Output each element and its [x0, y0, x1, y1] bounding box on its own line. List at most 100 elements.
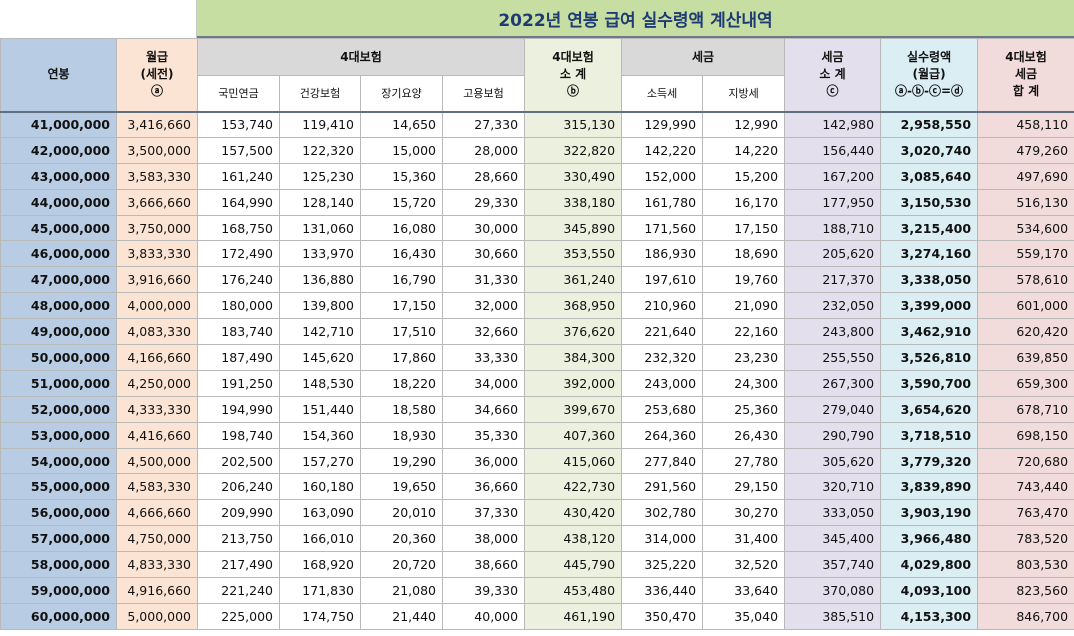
monthly-salary-cell[interactable]: 4,416,660	[116, 421, 198, 449]
health-cell[interactable]: 160,180	[279, 473, 361, 501]
employment-cell[interactable]: 27,330	[441, 111, 526, 138]
tax-subtotal-cell[interactable]: 279,040	[784, 395, 882, 423]
health-cell[interactable]: 139,800	[279, 292, 361, 320]
income-tax-cell[interactable]: 142,220	[621, 136, 704, 164]
tax-subtotal-cell[interactable]: 320,710	[784, 473, 882, 501]
annual-salary-cell[interactable]: 41,000,000	[0, 111, 117, 138]
local-tax-cell[interactable]: 21,090	[702, 292, 786, 320]
local-tax-cell[interactable]: 14,220	[702, 136, 786, 164]
annual-salary-cell[interactable]: 43,000,000	[0, 162, 117, 190]
pension-cell[interactable]: 221,240	[197, 577, 280, 604]
longterm-care-cell[interactable]: 15,360	[360, 162, 443, 190]
annual-salary-cell[interactable]: 52,000,000	[0, 395, 117, 423]
pension-cell[interactable]: 202,500	[197, 447, 280, 475]
income-tax-cell[interactable]: 161,780	[621, 188, 704, 216]
tax-subtotal-cell[interactable]: 217,370	[784, 266, 882, 294]
pension-cell[interactable]: 157,500	[197, 136, 280, 164]
total-deduction-cell[interactable]: 720,680	[977, 447, 1074, 475]
employment-cell[interactable]: 29,330	[441, 188, 526, 216]
local-tax-cell[interactable]: 29,150	[702, 473, 786, 501]
tax-subtotal-cell[interactable]: 232,050	[784, 292, 882, 320]
health-cell[interactable]: 142,710	[279, 318, 361, 346]
header-total-deduction[interactable]: 4대보험 세금 합 계	[977, 38, 1074, 112]
income-tax-cell[interactable]: 325,220	[621, 551, 704, 579]
insurance-subtotal-cell[interactable]: 330,490	[524, 162, 623, 190]
pension-cell[interactable]: 194,990	[197, 395, 280, 423]
header-monthly[interactable]: 월급 (세전) ⓐ	[116, 38, 198, 112]
longterm-care-cell[interactable]: 16,430	[360, 240, 443, 268]
insurance-subtotal-cell[interactable]: 384,300	[524, 344, 623, 371]
insurance-subtotal-cell[interactable]: 361,240	[524, 266, 623, 294]
insurance-subtotal-cell[interactable]: 445,790	[524, 551, 623, 579]
pension-cell[interactable]: 225,000	[197, 602, 280, 630]
header-insurance-subtotal[interactable]: 4대보험 소 계 ⓑ	[524, 38, 623, 112]
health-cell[interactable]: 166,010	[279, 525, 361, 553]
pension-cell[interactable]: 213,750	[197, 525, 280, 553]
pension-cell[interactable]: 198,740	[197, 421, 280, 449]
monthly-salary-cell[interactable]: 3,416,660	[116, 111, 198, 138]
annual-salary-cell[interactable]: 50,000,000	[0, 344, 117, 371]
employment-cell[interactable]: 32,000	[441, 292, 526, 320]
employment-cell[interactable]: 34,000	[441, 369, 526, 397]
total-deduction-cell[interactable]: 678,710	[977, 395, 1074, 423]
local-tax-cell[interactable]: 35,040	[702, 602, 786, 630]
tax-subtotal-cell[interactable]: 177,950	[784, 188, 882, 216]
employment-cell[interactable]: 28,000	[441, 136, 526, 164]
tax-subtotal-cell[interactable]: 167,200	[784, 162, 882, 190]
income-tax-cell[interactable]: 350,470	[621, 602, 704, 630]
insurance-subtotal-cell[interactable]: 345,890	[524, 214, 623, 242]
employment-cell[interactable]: 36,000	[441, 447, 526, 475]
longterm-care-cell[interactable]: 18,220	[360, 369, 443, 397]
net-pay-cell[interactable]: 3,399,000	[880, 292, 979, 320]
income-tax-cell[interactable]: 152,000	[621, 162, 704, 190]
health-cell[interactable]: 157,270	[279, 447, 361, 475]
insurance-subtotal-cell[interactable]: 430,420	[524, 499, 623, 527]
total-deduction-cell[interactable]: 620,420	[977, 318, 1074, 346]
tax-subtotal-cell[interactable]: 345,400	[784, 525, 882, 553]
insurance-subtotal-cell[interactable]: 438,120	[524, 525, 623, 553]
pension-cell[interactable]: 176,240	[197, 266, 280, 294]
pension-cell[interactable]: 161,240	[197, 162, 280, 190]
income-tax-cell[interactable]: 253,680	[621, 395, 704, 423]
monthly-salary-cell[interactable]: 4,000,000	[116, 292, 198, 320]
longterm-care-cell[interactable]: 21,440	[360, 602, 443, 630]
total-deduction-cell[interactable]: 783,520	[977, 525, 1074, 553]
net-pay-cell[interactable]: 3,718,510	[880, 421, 979, 449]
income-tax-cell[interactable]: 277,840	[621, 447, 704, 475]
pension-cell[interactable]: 180,000	[197, 292, 280, 320]
total-deduction-cell[interactable]: 659,300	[977, 369, 1074, 397]
local-tax-cell[interactable]: 16,170	[702, 188, 786, 216]
monthly-salary-cell[interactable]: 3,583,330	[116, 162, 198, 190]
header-annual[interactable]: 연봉	[0, 38, 117, 112]
employment-cell[interactable]: 40,000	[441, 602, 526, 630]
longterm-care-cell[interactable]: 18,930	[360, 421, 443, 449]
total-deduction-cell[interactable]: 458,110	[977, 111, 1074, 138]
net-pay-cell[interactable]: 3,839,890	[880, 473, 979, 501]
tax-subtotal-cell[interactable]: 370,080	[784, 577, 882, 604]
insurance-subtotal-cell[interactable]: 376,620	[524, 318, 623, 346]
longterm-care-cell[interactable]: 19,290	[360, 447, 443, 475]
tax-subtotal-cell[interactable]: 357,740	[784, 551, 882, 579]
employment-cell[interactable]: 34,660	[441, 395, 526, 423]
employment-cell[interactable]: 28,660	[441, 162, 526, 190]
health-cell[interactable]: 145,620	[279, 344, 361, 371]
local-tax-cell[interactable]: 31,400	[702, 525, 786, 553]
net-pay-cell[interactable]: 3,215,400	[880, 214, 979, 242]
monthly-salary-cell[interactable]: 4,333,330	[116, 395, 198, 423]
header-net-pay[interactable]: 실수령액 (월급) ⓐ-ⓑ-ⓒ=ⓓ	[880, 38, 979, 112]
employment-cell[interactable]: 37,330	[441, 499, 526, 527]
local-tax-cell[interactable]: 15,200	[702, 162, 786, 190]
total-deduction-cell[interactable]: 698,150	[977, 421, 1074, 449]
income-tax-cell[interactable]: 171,560	[621, 214, 704, 242]
total-deduction-cell[interactable]: 601,000	[977, 292, 1074, 320]
monthly-salary-cell[interactable]: 4,500,000	[116, 447, 198, 475]
local-tax-cell[interactable]: 22,160	[702, 318, 786, 346]
longterm-care-cell[interactable]: 15,000	[360, 136, 443, 164]
income-tax-cell[interactable]: 129,990	[621, 111, 704, 138]
net-pay-cell[interactable]: 3,020,740	[880, 136, 979, 164]
longterm-care-cell[interactable]: 17,510	[360, 318, 443, 346]
monthly-salary-cell[interactable]: 4,083,330	[116, 318, 198, 346]
tax-subtotal-cell[interactable]: 142,980	[784, 111, 882, 138]
local-tax-cell[interactable]: 19,760	[702, 266, 786, 294]
total-deduction-cell[interactable]: 479,260	[977, 136, 1074, 164]
